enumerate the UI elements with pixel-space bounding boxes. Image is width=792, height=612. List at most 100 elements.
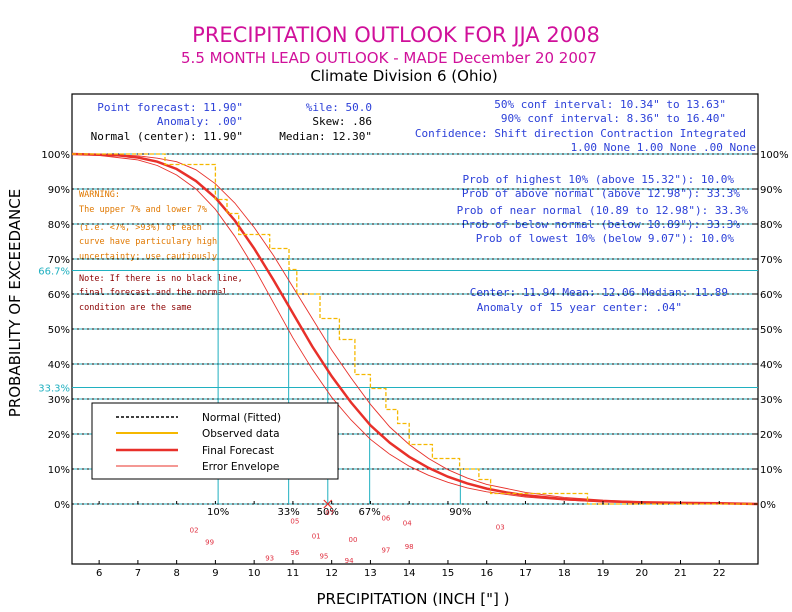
y-tick-label: 90% — [48, 185, 70, 196]
climate-division: Climate Division 6 (Ohio) — [310, 67, 497, 85]
x-tick-label: 13 — [364, 568, 377, 579]
percentile-label: 67% — [359, 507, 381, 518]
tick-layer: 0% 0% 10% 10% 20% 20% 30% 30% 40% 40% 50% 50% 60% 60%… — [38, 150, 788, 579]
y-tick-label-right: 0% — [760, 500, 776, 511]
chart-subtitle: 5.5 MONTH LEAD OUTLOOK - MADE December 2… — [181, 49, 597, 67]
x-axis-label: PRECIPITATION (INCH ["] ) — [316, 590, 509, 608]
warning-line: curve have particulary high — [79, 237, 217, 247]
prob-highest-10: Prob of highest 10% (above 15.32"): 10.0… — [462, 173, 734, 186]
year-label: 00 — [349, 536, 358, 544]
y-tick-label: 0% — [54, 500, 70, 511]
conf-interval-90: 90% conf interval: 8.36" to 16.40" — [501, 112, 726, 125]
y-tick-label: 50% — [48, 325, 70, 336]
confidence-header: Confidence: Shift direction Contraction … — [415, 127, 746, 140]
y-axis-label: PROBABILITY OF EXCEEDANCE — [6, 189, 24, 417]
x-tick-label: 7 — [135, 568, 141, 579]
year-label: 07 — [325, 509, 334, 517]
year-label: 94 — [345, 557, 354, 565]
y-tick-label-right: 20% — [760, 430, 782, 441]
prob-above-normal: Prob of above normal (above 12.98"): 33.… — [462, 187, 741, 200]
x-tick-label: 16 — [480, 568, 493, 579]
x-tick-label: 12 — [325, 568, 338, 579]
percentile-label: 90% — [449, 507, 471, 518]
tercile-label: 33.3% — [38, 383, 70, 394]
y-tick-label: 100% — [41, 150, 70, 161]
year-label: 06 — [381, 514, 390, 522]
prob-lowest-10: Prob of lowest 10% (below 9.07"): 10.0% — [476, 232, 735, 245]
x-tick-label: 14 — [403, 568, 416, 579]
conf-interval-50: 50% conf interval: 10.34" to 13.63" — [494, 98, 726, 111]
year-label: 96 — [290, 549, 299, 557]
y-tick-label-right: 30% — [760, 395, 782, 406]
chart-title: PRECIPITATION OUTLOOK FOR JJA 2008 — [192, 23, 600, 47]
x-tick-label: 22 — [713, 568, 726, 579]
y-tick-label: 20% — [48, 430, 70, 441]
x-tick-label: 20 — [635, 568, 648, 579]
x-tick-label: 15 — [442, 568, 455, 579]
y-tick-label: 40% — [48, 360, 70, 371]
y-tick-label: 30% — [48, 395, 70, 406]
note-block: Note: If there is no black line, final f… — [79, 274, 243, 313]
prob-near-normal: Prob of near normal (10.89 to 12.98"): 3… — [457, 204, 749, 217]
error-envelope-line — [71, 153, 759, 505]
year-label: 03 — [496, 524, 505, 532]
legend-observed-label: Observed data — [202, 428, 280, 440]
legend-final-label: Final Forecast — [202, 445, 274, 457]
y-tick-label: 80% — [48, 220, 70, 231]
year-label: 05 — [290, 517, 299, 525]
y-tick-label-right: 80% — [760, 220, 782, 231]
percentile-label: 10% — [207, 507, 229, 518]
note-line: final forecast and the normal — [79, 288, 227, 298]
legend-envelope-label: Error Envelope — [202, 461, 279, 473]
final-forecast-line — [71, 152, 759, 506]
y-tick-label-right: 90% — [760, 185, 782, 196]
y-tick-label: 10% — [48, 465, 70, 476]
year-label: 98 — [405, 543, 414, 551]
y-tick-label-right: 10% — [760, 465, 782, 476]
note-line: Note: If there is no black line, — [79, 274, 243, 284]
year-label: 97 — [381, 546, 390, 554]
x-tick-label: 11 — [287, 568, 300, 579]
series-layer — [71, 152, 759, 506]
y-tick-label-right: 100% — [760, 150, 789, 161]
year-label: 02 — [190, 527, 199, 535]
x-tick-label: 8 — [173, 568, 179, 579]
x-tick-label: 18 — [558, 568, 571, 579]
anomaly-15-year: Anomaly of 15 year center: .04" — [477, 301, 682, 314]
warning-line: uncertainty; use cautiously — [79, 252, 217, 262]
warning-block: WARNING: The upper 7% and lower 7% (i.e.… — [79, 190, 217, 262]
percentile-label: 33% — [278, 507, 300, 518]
y-tick-label-right: 50% — [760, 325, 782, 336]
y-tick-label: 60% — [48, 290, 70, 301]
x-tick-label: 17 — [519, 568, 532, 579]
x-tick-label: 10 — [248, 568, 261, 579]
x-tick-label: 6 — [96, 568, 102, 579]
year-labels: 02 99 05 07 01 00 96 95 94 93 97 98 06 04 03 — [190, 509, 505, 565]
year-label: 04 — [403, 520, 412, 528]
forecast-marker — [323, 499, 333, 509]
percentile-value: %ile: 50.0 — [306, 101, 372, 114]
confidence-values: 1.00 None 1.00 None .00 None — [571, 141, 756, 154]
tercile-label: 66.7% — [38, 267, 70, 278]
warning-line: The upper 7% and lower 7% — [79, 205, 207, 215]
legend: Normal (Fitted) Observed data Final Fore… — [91, 402, 339, 480]
center-mean-median: Center: 11.94 Mean: 12.06 Median: 11.89 — [470, 286, 728, 299]
warning-line: (i.e. <7%, >93%) of each — [79, 223, 202, 233]
x-tick-label: 9 — [212, 568, 218, 579]
warning-line: WARNING: — [79, 190, 120, 200]
y-tick-label-right: 40% — [760, 360, 782, 371]
y-tick-label-right: 60% — [760, 290, 782, 301]
normal-center: Normal (center): 11.90" — [91, 130, 243, 143]
anomaly-value: Anomaly: .00" — [157, 115, 243, 128]
percentile-label: 50% — [317, 507, 339, 518]
year-label: 99 — [205, 538, 214, 546]
skew-value: Skew: .86 — [312, 115, 372, 128]
y-tick-label: 70% — [48, 255, 70, 266]
x-tick-label: 21 — [674, 568, 687, 579]
point-forecast: Point forecast: 11.90" — [97, 101, 243, 114]
legend-normal-label: Normal (Fitted) — [202, 412, 281, 424]
y-tick-label-right: 70% — [760, 255, 782, 266]
note-line: condition are the same — [79, 303, 192, 313]
year-label: 93 — [265, 555, 274, 563]
